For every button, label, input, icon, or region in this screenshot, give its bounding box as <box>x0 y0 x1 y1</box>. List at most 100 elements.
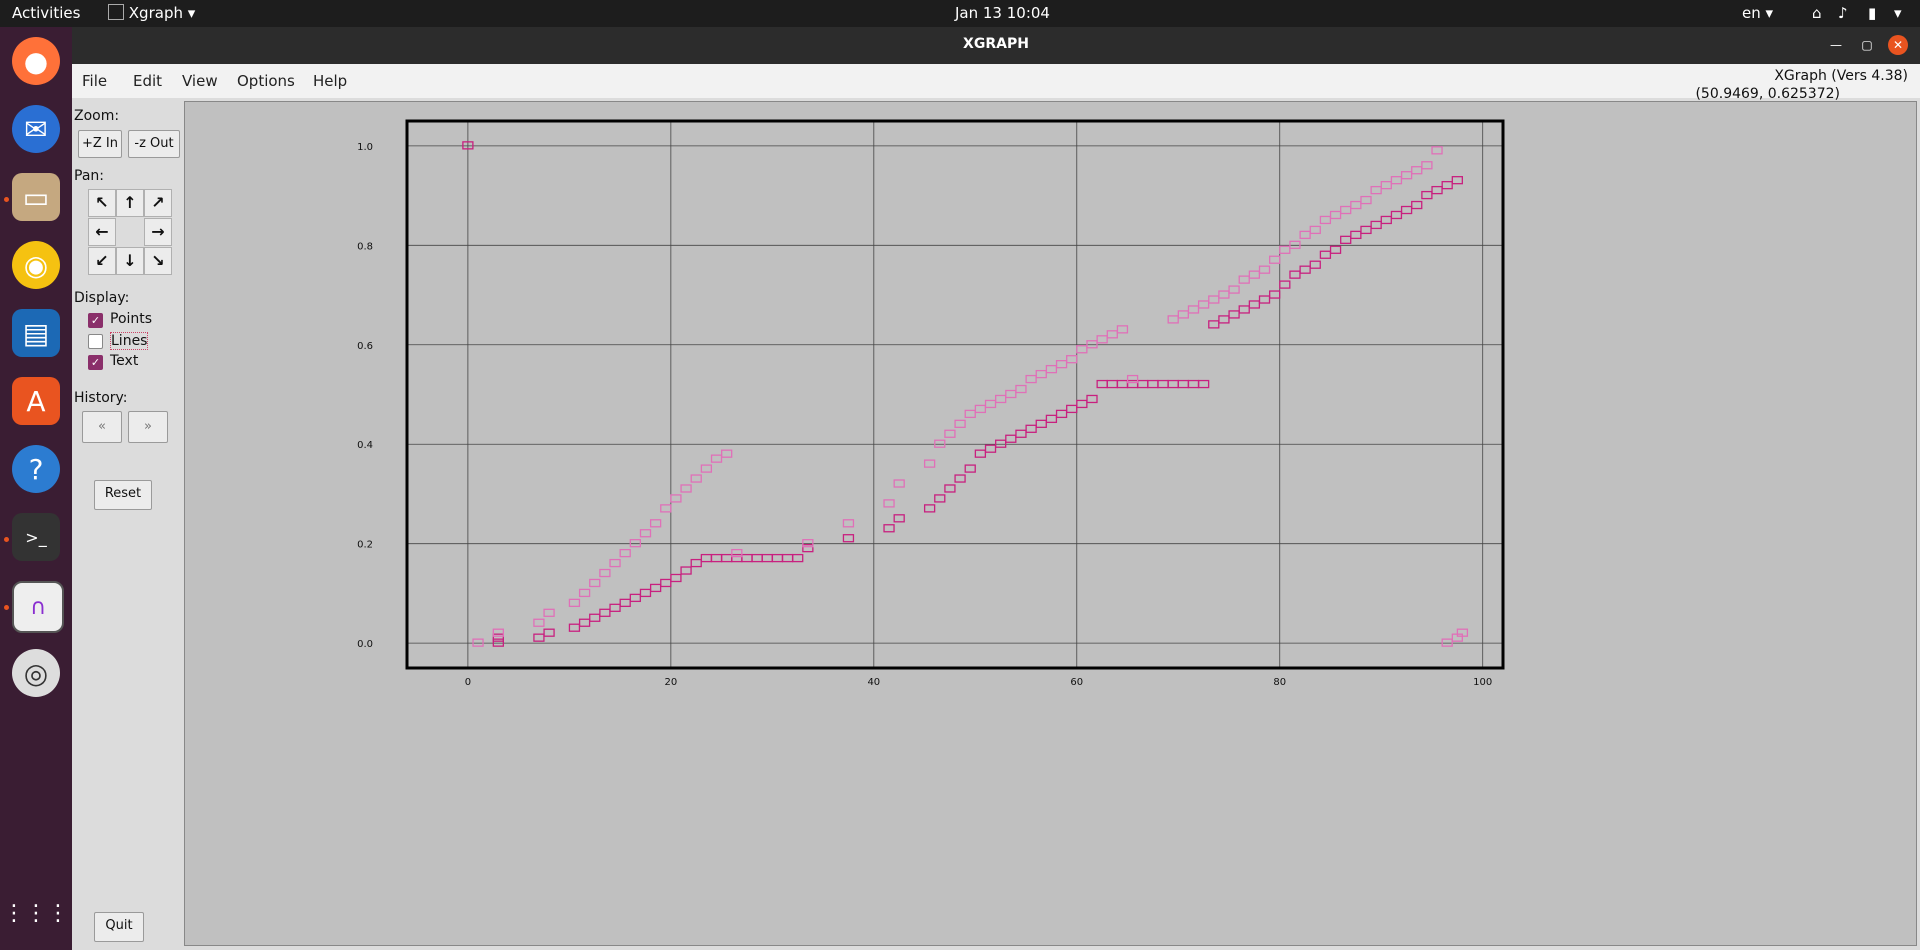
data-point <box>731 548 743 558</box>
data-point <box>1076 345 1088 354</box>
menu-help[interactable]: Help <box>313 72 348 90</box>
software-icon[interactable]: A <box>12 377 60 425</box>
files-icon[interactable]: ▭ <box>12 173 60 221</box>
data-point <box>619 548 631 558</box>
quit-button[interactable]: Quit <box>94 912 144 942</box>
data-point <box>1167 379 1179 389</box>
data-point <box>842 534 855 543</box>
zoom-in-button[interactable]: +Z In <box>78 130 122 158</box>
scatter-chart[interactable]: 0 20 40 60 80 100 0.0 0.2 0.4 0.6 0.8 1.0 <box>185 102 1916 945</box>
activities-button[interactable]: Activities <box>12 4 81 22</box>
pan-label: Pan: <box>74 168 104 184</box>
data-point <box>1218 315 1230 324</box>
x-tick-label: 0 <box>465 677 471 688</box>
zoom-out-button[interactable]: -z Out <box>128 130 180 158</box>
data-point <box>1187 305 1200 314</box>
data-point <box>690 474 702 483</box>
history-forward-icon[interactable]: » <box>128 411 168 443</box>
data-point <box>578 618 591 627</box>
text-label[interactable]: Text <box>110 353 139 369</box>
data-point <box>1370 220 1382 230</box>
data-point <box>1167 315 1179 324</box>
data-point <box>1400 205 1413 215</box>
data-point <box>1076 399 1088 409</box>
data-point <box>1238 305 1250 314</box>
data-point <box>533 618 545 627</box>
data-point <box>934 494 946 503</box>
zoom-label: Zoom: <box>74 108 120 124</box>
data-point <box>589 578 601 588</box>
app-menu[interactable]: Xgraph ▾ <box>108 4 195 22</box>
lines-checkbox[interactable] <box>88 334 103 349</box>
clock[interactable]: Jan 13 10:04 <box>955 4 1050 22</box>
language-indicator[interactable]: en ▾ <box>1742 4 1774 22</box>
points-checkbox[interactable]: ✓ <box>88 313 103 328</box>
writer-icon[interactable]: ▤ <box>12 309 60 357</box>
plot-frame <box>405 119 1505 670</box>
x-tick-label: 60 <box>1070 677 1083 688</box>
data-point <box>842 519 855 528</box>
system-menu-icon[interactable]: ▾ <box>1894 4 1902 22</box>
lines-label[interactable]: Lines <box>110 332 149 350</box>
pan-down-right-icon[interactable]: ↘ <box>144 247 172 275</box>
firefox-icon[interactable]: ● <box>12 37 60 85</box>
network-icon[interactable]: ⌂ <box>1812 4 1822 22</box>
data-point <box>649 583 662 593</box>
menu-view[interactable]: View <box>182 72 218 90</box>
maximize-icon[interactable]: ▢ <box>1861 38 1873 52</box>
terminal-icon[interactable]: >_ <box>12 513 60 561</box>
reset-button[interactable]: Reset <box>94 480 152 510</box>
data-point <box>1340 235 1352 244</box>
data-point <box>1015 429 1027 438</box>
data-point <box>1360 225 1372 235</box>
data-point <box>1025 424 1037 433</box>
show-apps-icon[interactable]: ⋮⋮⋮ <box>3 900 69 926</box>
data-point <box>1035 419 1047 428</box>
disc-icon[interactable]: ◎ <box>12 649 60 697</box>
pan-up-icon[interactable]: ↑ <box>116 189 144 217</box>
history-back-icon[interactable]: « <box>82 411 122 443</box>
pan-up-left-icon[interactable]: ↖ <box>88 189 116 217</box>
data-point <box>1370 185 1382 195</box>
data-point <box>1350 230 1362 240</box>
pan-down-icon[interactable]: ↓ <box>116 247 144 275</box>
x-tick-label: 80 <box>1273 677 1286 688</box>
data-point <box>1299 265 1311 274</box>
data-point <box>1197 379 1210 389</box>
data-point <box>923 459 936 468</box>
plot-area[interactable]: 0 20 40 60 80 100 0.0 0.2 0.4 0.6 0.8 1.0 <box>184 101 1917 946</box>
pan-down-left-icon[interactable]: ↙ <box>88 247 116 275</box>
data-point <box>589 613 601 622</box>
data-point <box>1390 210 1403 220</box>
help-icon[interactable]: ? <box>12 445 60 493</box>
data-point <box>619 598 631 608</box>
data-point <box>995 394 1007 404</box>
menu-edit[interactable]: Edit <box>133 72 163 90</box>
data-point <box>1441 638 1453 647</box>
data-point <box>1431 185 1443 195</box>
running-indicator <box>4 537 9 542</box>
data-point <box>1411 166 1423 175</box>
data-point <box>741 553 753 563</box>
volume-icon[interactable]: ♪ <box>1838 4 1848 22</box>
running-indicator <box>4 605 9 610</box>
menu-options[interactable]: Options <box>237 72 295 90</box>
data-point <box>995 439 1007 448</box>
thunderbird-icon[interactable]: ✉ <box>12 105 60 153</box>
rhythmbox-icon[interactable]: ◉ <box>12 241 60 289</box>
text-checkbox[interactable]: ✓ <box>88 355 103 370</box>
points-label[interactable]: Points <box>110 311 153 327</box>
close-icon[interactable]: ✕ <box>1888 35 1908 55</box>
data-point <box>1086 394 1098 404</box>
battery-icon[interactable]: ▮ <box>1868 4 1877 22</box>
menu-file[interactable]: File <box>82 72 108 90</box>
data-point <box>639 588 652 598</box>
data-point <box>1380 215 1392 225</box>
xgraph-icon[interactable]: ∩ <box>12 581 64 633</box>
pan-left-icon[interactable]: ← <box>88 218 116 246</box>
minimize-icon[interactable]: — <box>1830 38 1842 52</box>
pan-up-right-icon[interactable]: ↗ <box>144 189 172 217</box>
data-point <box>1421 161 1433 170</box>
pan-right-icon[interactable]: → <box>144 218 172 246</box>
cursor-coords: (50.9469, 0.625372) <box>1695 86 1840 102</box>
